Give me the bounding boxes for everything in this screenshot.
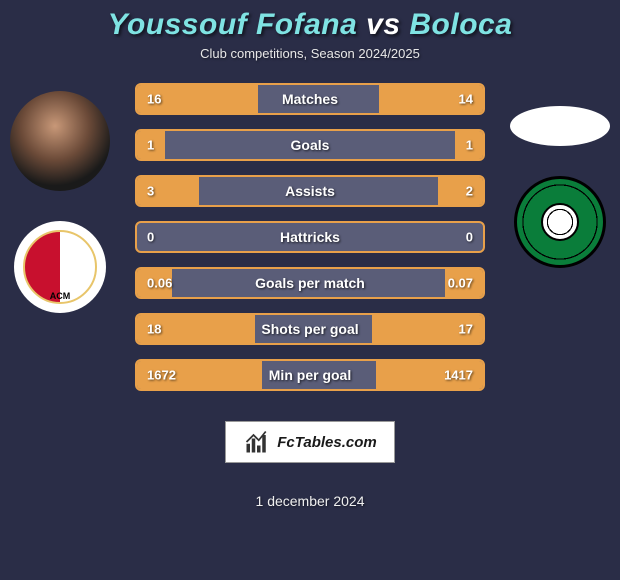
stat-row: 3 2 Assists	[135, 175, 485, 207]
stat-value-left: 18	[147, 322, 161, 337]
subtitle: Club competitions, Season 2024/2025	[0, 46, 620, 61]
stat-label: Shots per goal	[261, 321, 358, 337]
stat-label: Assists	[285, 183, 335, 199]
stat-value-right: 2	[466, 184, 473, 199]
bar-right-fill	[438, 177, 483, 205]
player1-name: Youssouf Fofana	[108, 8, 358, 41]
stat-label: Goals per match	[255, 275, 365, 291]
stat-value-right: 0	[466, 230, 473, 245]
stat-value-left: 1	[147, 138, 154, 153]
stat-row: 0.06 0.07 Goals per match	[135, 267, 485, 299]
stat-value-left: 0.06	[147, 276, 172, 291]
player2-photo	[510, 106, 610, 146]
vs-label: vs	[366, 8, 400, 41]
stat-value-right: 1417	[444, 368, 473, 383]
player2-name: Boloca	[409, 8, 512, 41]
page-title: Youssouf Fofana vs Boloca	[0, 8, 620, 42]
stat-row: 16 14 Matches	[135, 83, 485, 115]
stat-label: Min per goal	[269, 367, 351, 383]
player1-club-badge	[14, 221, 106, 313]
content: 16 14 Matches 1 1 Goals 3 2 Assists 0 0 Hattricks 0.…	[0, 71, 620, 531]
stat-row: 1 1 Goals	[135, 129, 485, 161]
stat-label: Hattricks	[280, 229, 340, 245]
stat-value-right: 14	[459, 92, 473, 107]
left-column	[0, 71, 120, 313]
stat-value-right: 0.07	[448, 276, 473, 291]
branding-text: FcTables.com	[277, 434, 376, 451]
stat-value-left: 1672	[147, 368, 176, 383]
player2-club-badge	[514, 176, 606, 268]
stat-label: Matches	[282, 91, 338, 107]
stat-value-left: 0	[147, 230, 154, 245]
stat-row: 0 0 Hattricks	[135, 221, 485, 253]
stats-list: 16 14 Matches 1 1 Goals 3 2 Assists 0 0 Hattricks 0.…	[135, 83, 485, 405]
stat-row: 18 17 Shots per goal	[135, 313, 485, 345]
date-label: 1 december 2024	[256, 493, 365, 509]
right-column	[500, 71, 620, 268]
stat-row: 1672 1417 Min per goal	[135, 359, 485, 391]
player1-photo	[10, 91, 110, 191]
stat-value-left: 16	[147, 92, 161, 107]
stat-value-right: 17	[459, 322, 473, 337]
stat-value-right: 1	[466, 138, 473, 153]
header: Youssouf Fofana vs Boloca Club competiti…	[0, 0, 620, 61]
branding-box: FcTables.com	[225, 421, 395, 463]
chart-icon	[243, 428, 271, 456]
stat-value-left: 3	[147, 184, 154, 199]
stat-label: Goals	[291, 137, 330, 153]
